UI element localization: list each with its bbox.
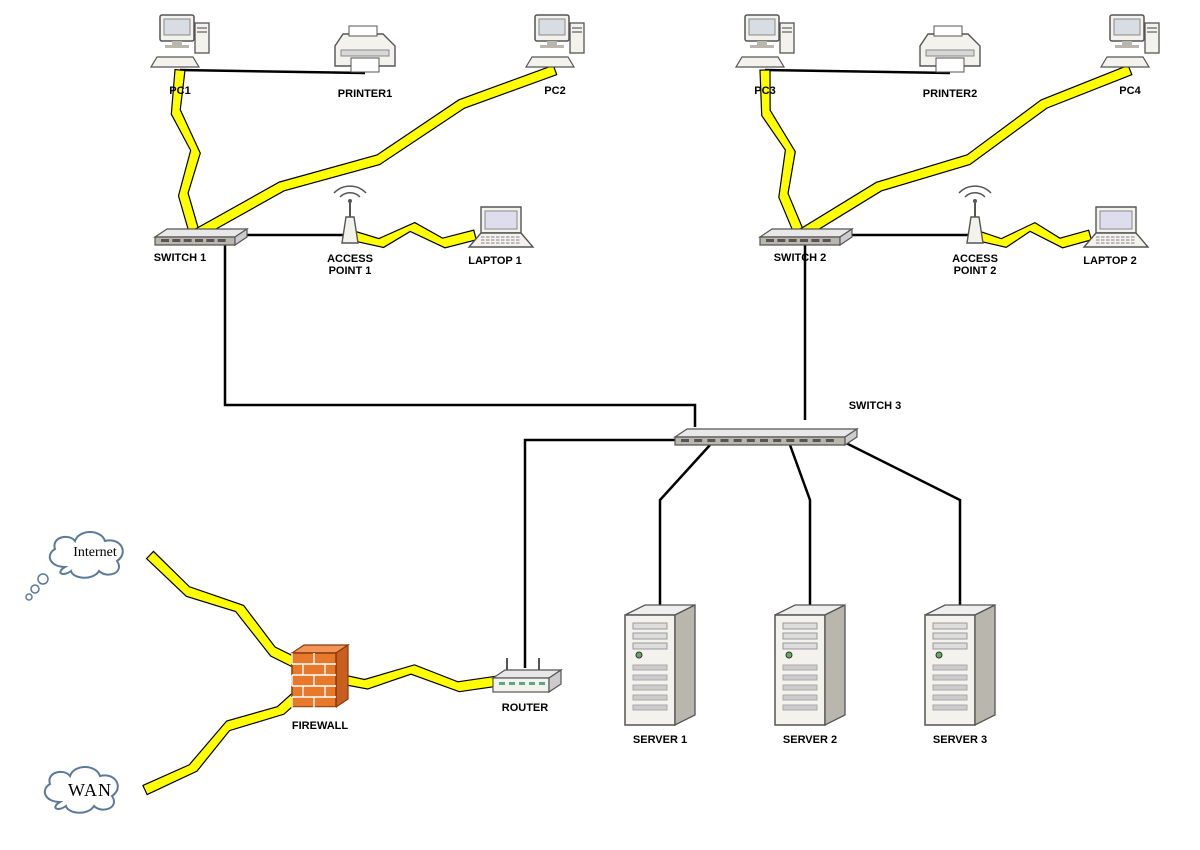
node-label: PRINTER2 (890, 88, 1010, 100)
printer-icon (920, 26, 980, 72)
solid-edge (840, 440, 960, 610)
node-label: SWITCH 1 (120, 252, 240, 264)
node-label: SWITCH 3 (815, 400, 935, 412)
network-diagram (0, 0, 1200, 850)
node-label: SERVER 3 (900, 734, 1020, 746)
node-label: FIREWALL (260, 720, 380, 732)
node-label: PC3 (705, 85, 825, 97)
node-label: LAPTOP 1 (435, 255, 555, 267)
node-label: WAN (30, 780, 150, 801)
laptop-icon (1084, 207, 1148, 247)
router-icon (493, 658, 561, 692)
switch-icon (155, 229, 247, 245)
lightning-edge (349, 223, 476, 248)
printer-icon (335, 26, 395, 72)
switch-icon (760, 229, 852, 245)
node-label: PRINTER1 (305, 88, 425, 100)
node-label: LAPTOP 2 (1050, 255, 1170, 267)
node-label: SERVER 2 (750, 734, 870, 746)
pc-icon (526, 15, 584, 67)
server-icon (925, 605, 995, 725)
node-label: PC4 (1070, 85, 1190, 97)
pc-icon (736, 15, 794, 67)
firewall-icon (292, 645, 348, 708)
server-icon (625, 605, 695, 725)
cloud-icon (26, 532, 123, 600)
laptop-icon (469, 207, 533, 247)
lightning-edge (974, 223, 1092, 248)
node-label: ACCESSPOINT 1 (290, 253, 410, 277)
node-label: Internet (35, 545, 155, 561)
node-label: SERVER 1 (600, 734, 720, 746)
server-icon (775, 605, 845, 725)
solid-edge (660, 445, 710, 610)
node-label: PC2 (495, 85, 615, 97)
solid-edge (790, 445, 810, 610)
node-label: ROUTER (465, 702, 585, 714)
node-label: ACCESSPOINT 2 (915, 253, 1035, 277)
pc-icon (151, 15, 209, 67)
pc-icon (1101, 15, 1159, 67)
solid-edge (765, 70, 950, 73)
solid-edge (180, 70, 365, 73)
node-label: SWITCH 2 (740, 252, 860, 264)
node-label: PC1 (120, 85, 240, 97)
switch-icon (675, 429, 857, 445)
